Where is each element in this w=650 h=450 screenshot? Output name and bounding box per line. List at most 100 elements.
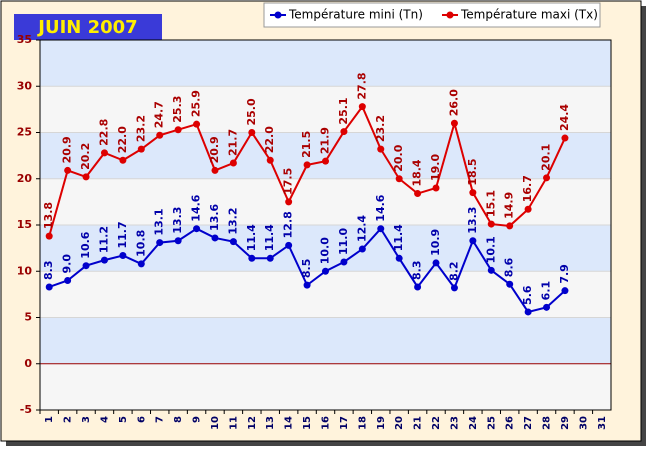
grid-band [40, 132, 611, 179]
x-tick-label: 9 [192, 416, 203, 423]
data-label: 23.2 [374, 115, 387, 142]
x-tick-label: 28 [542, 416, 553, 430]
x-tick-label: 5 [118, 416, 129, 423]
point [266, 156, 274, 164]
x-tick-label: 18 [357, 416, 368, 430]
data-label: 27.8 [355, 72, 368, 99]
data-label: 19.0 [429, 154, 442, 181]
data-label: 20.9 [61, 136, 74, 163]
point [229, 159, 237, 167]
x-tick-label: 17 [339, 416, 350, 430]
point [340, 258, 348, 266]
x-tick-label: 30 [578, 416, 589, 430]
data-label: 11.7 [116, 221, 129, 248]
y-tick-label: 15 [17, 218, 32, 231]
x-tick-label: 8 [173, 416, 184, 423]
point [64, 277, 72, 284]
point [229, 238, 237, 246]
data-label: 14.9 [503, 192, 516, 219]
point [303, 281, 311, 289]
data-label: 21.9 [319, 127, 332, 154]
data-label: 20.9 [208, 136, 221, 163]
data-label: 13.6 [208, 203, 221, 230]
data-label: 8.3 [42, 260, 55, 280]
legend-label: Température mini (Tn) [288, 8, 423, 22]
x-tick-label: 3 [81, 416, 92, 423]
point [469, 189, 477, 197]
x-tick-label: 12 [247, 416, 258, 430]
point [524, 205, 532, 213]
point [193, 120, 201, 128]
data-label: 26.0 [447, 89, 460, 116]
data-label: 6.1 [540, 281, 553, 301]
data-label: 14.6 [190, 194, 203, 221]
x-tick-label: 13 [265, 416, 276, 430]
point [487, 266, 495, 274]
point [432, 259, 440, 267]
point [561, 287, 569, 295]
legend-marker [274, 11, 282, 19]
data-label: 8.6 [503, 257, 516, 277]
data-label: 20.1 [540, 144, 553, 171]
data-label: 11.4 [245, 224, 258, 251]
point [561, 134, 569, 142]
data-label: 22.0 [116, 126, 129, 153]
point [119, 156, 127, 164]
x-tick-label: 31 [597, 416, 608, 430]
point [64, 166, 72, 174]
data-label: 8.5 [300, 259, 313, 279]
point [414, 190, 422, 198]
y-tick-label: 30 [17, 79, 33, 92]
plot-border [39, 39, 612, 411]
x-tick-label: 15 [302, 416, 313, 430]
data-label: 8.2 [447, 261, 460, 281]
x-tick-label: 23 [449, 416, 460, 430]
point [100, 149, 108, 157]
y-tick-label: 20 [17, 172, 33, 185]
point [303, 161, 311, 169]
point [543, 174, 551, 182]
y-tick-label: 35 [17, 33, 32, 46]
point [211, 234, 219, 242]
point [174, 126, 182, 134]
data-label: 22.0 [263, 126, 276, 153]
point [450, 284, 458, 292]
x-tick-label: 24 [468, 416, 479, 430]
data-label: 18.5 [466, 158, 479, 185]
data-label: 21.7 [226, 129, 239, 156]
point [82, 262, 90, 270]
x-tick-label: 1 [44, 416, 55, 423]
x-tick-label: 22 [431, 416, 442, 430]
data-label: 8.3 [411, 260, 424, 280]
x-tick-label: 11 [228, 416, 239, 430]
data-label: 13.8 [42, 202, 55, 229]
data-label: 10.8 [134, 230, 147, 257]
data-label: 5.6 [521, 285, 534, 305]
grid-band [40, 40, 611, 87]
grid-band [40, 317, 611, 364]
point [487, 220, 495, 228]
data-label: 13.3 [466, 207, 479, 234]
point [506, 280, 514, 288]
data-label: 25.1 [337, 97, 350, 124]
data-label: 25.3 [171, 96, 184, 123]
point [524, 308, 532, 316]
point [377, 145, 385, 153]
data-label: 13.3 [171, 207, 184, 234]
data-label: 18.4 [411, 159, 424, 186]
y-tick-label: 25 [17, 126, 32, 139]
data-label: 25.9 [190, 90, 203, 117]
x-tick-label: 20 [394, 416, 405, 430]
grid-band [40, 225, 611, 272]
point [137, 260, 145, 268]
point [174, 237, 182, 245]
data-label: 24.4 [558, 104, 571, 131]
legend-label: Température maxi (Tx) [460, 8, 598, 22]
data-label: 10.9 [429, 229, 442, 256]
data-label: 10.6 [79, 231, 92, 258]
point [137, 145, 145, 153]
data-label: 17.5 [282, 168, 295, 195]
y-tick-label: 10 [17, 264, 33, 277]
point [45, 283, 53, 291]
